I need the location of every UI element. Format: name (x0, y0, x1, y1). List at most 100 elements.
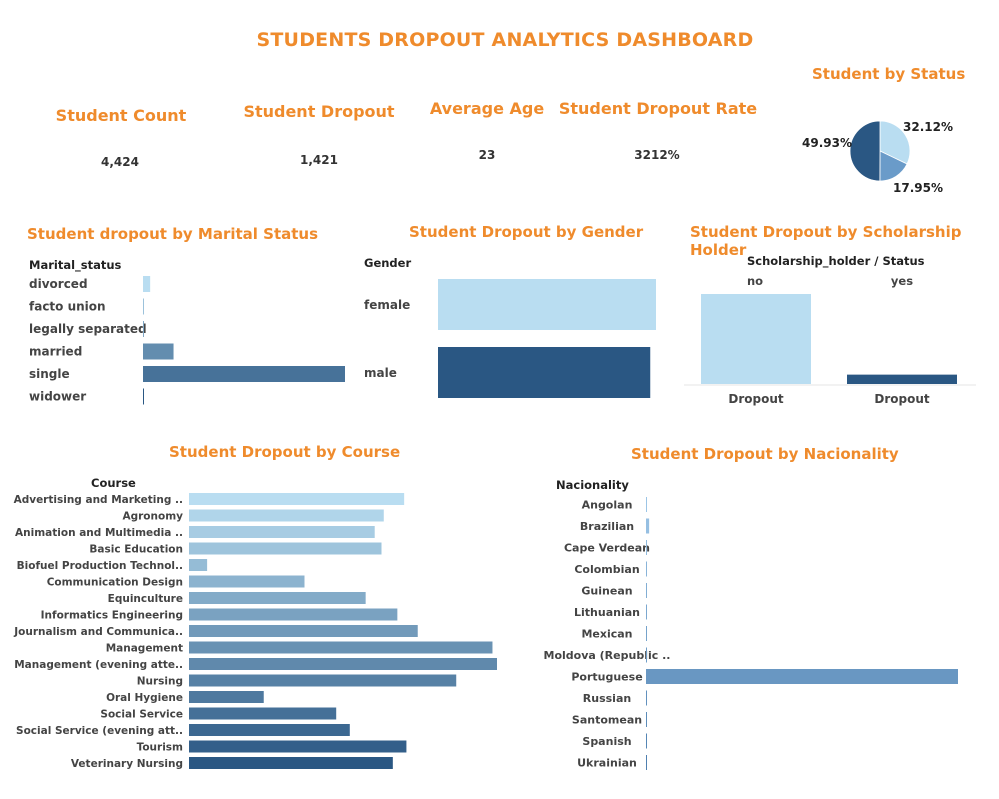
pie-slice-1[interactable] (879, 120, 911, 165)
course-label: Informatics Engineering (41, 610, 183, 622)
gender-label: female (364, 298, 410, 312)
course-axis-header: Course (91, 476, 136, 490)
pie-chart-title: Student by Status (812, 65, 966, 83)
gender-chart-title: Student Dropout by Gender (409, 223, 644, 241)
marital-axis-header: Marital_status (29, 258, 122, 272)
course-chart-title: Student Dropout by Course (169, 443, 401, 461)
course-bar[interactable] (189, 509, 384, 522)
course-label: Tourism (137, 742, 183, 754)
course-bar[interactable] (189, 740, 407, 753)
marital-label: single (29, 367, 70, 381)
scholarship-column-label: yes (891, 274, 913, 288)
course-bar-chart: Advertising and Marketing .. Agronomy Anim… (13, 493, 497, 770)
gender-bar-chart: female male (364, 279, 656, 398)
nationality-bar[interactable] (646, 540, 647, 555)
kpi-student-dropout-value: 1,421 (300, 153, 338, 167)
kpi-dropout-rate-value: 3212% (634, 148, 680, 162)
marital-bar[interactable] (143, 366, 345, 382)
nationality-label: Colombian (574, 563, 639, 576)
course-label: Advertising and Marketing .. (14, 494, 183, 506)
course-label: Oral Hygiene (106, 692, 183, 704)
nationality-bar[interactable] (646, 712, 647, 727)
course-bar[interactable] (189, 674, 457, 687)
course-label: Nursing (137, 676, 183, 688)
nationality-bar[interactable] (646, 669, 958, 684)
course-label: Management (evening atte.. (14, 659, 183, 671)
marital-bar[interactable] (143, 298, 144, 315)
scholarship-column-label: no (747, 274, 763, 288)
marital-bar[interactable] (143, 321, 144, 337)
scholarship-chart-title: Student Dropout by Scholarship Holder (690, 223, 962, 259)
nationality-bar[interactable] (646, 626, 647, 641)
course-label: Equinculture (108, 593, 183, 605)
course-bar[interactable] (189, 724, 350, 736)
course-bar[interactable] (189, 658, 497, 670)
dashboard-title: STUDENTS DROPOUT ANALYTICS DASHBOARD (256, 29, 754, 51)
course-bar[interactable] (189, 542, 382, 555)
nationality-bar[interactable] (646, 518, 650, 534)
course-label: Agronomy (122, 511, 183, 523)
marital-chart-title: Student dropout by Marital Status (27, 225, 319, 243)
nationality-bar[interactable] (646, 497, 647, 512)
marital-label: divorced (29, 277, 88, 291)
gender-bar[interactable] (438, 279, 656, 330)
course-label: Journalism and Communica.. (13, 626, 183, 638)
scholarship-bar[interactable] (701, 294, 811, 384)
nationality-axis-header: Nacionality (556, 478, 629, 492)
nationality-label: Brazilian (580, 520, 634, 533)
course-bar[interactable] (189, 592, 366, 604)
course-label: Social Service (100, 709, 183, 721)
nationality-bar[interactable] (646, 561, 647, 577)
status-pie-chart: 32.12% 17.95% 49.93% (802, 120, 953, 195)
marital-label: legally separated (29, 322, 147, 336)
kpi-average-age-label: Average Age (429, 99, 545, 118)
course-bar[interactable] (189, 757, 393, 769)
course-bar[interactable] (189, 526, 375, 538)
course-label: Biofuel Production Technol.. (17, 560, 183, 572)
kpi-student-dropout-label: Student Dropout (243, 102, 395, 121)
nationality-bar[interactable] (646, 733, 647, 749)
nationality-bar-chart: Angolan Brazilian Cape Verdean Colombian Gui… (544, 497, 958, 770)
nationality-bar[interactable] (646, 583, 647, 598)
nationality-bar[interactable] (646, 604, 647, 620)
scholarship-bar[interactable] (847, 374, 957, 384)
pie-slice-3[interactable] (849, 120, 881, 182)
marital-label: widower (29, 390, 86, 404)
marital-bar[interactable] (143, 343, 174, 360)
nationality-bar[interactable] (646, 690, 647, 706)
gender-label: male (364, 366, 397, 380)
course-bar[interactable] (189, 493, 405, 505)
marital-label: married (29, 345, 82, 359)
course-label: Management (106, 643, 183, 655)
nationality-bar[interactable] (646, 755, 647, 770)
nationality-label: Mexican (581, 628, 632, 641)
nationality-label: Guinean (581, 585, 632, 598)
nationality-label: Moldova (Republic .. (544, 649, 671, 662)
nationality-label: Portuguese (571, 671, 642, 684)
nationality-chart-title: Student Dropout by Nacionality (631, 445, 899, 463)
kpi-dropout-rate-label: Student Dropout Rate (558, 99, 758, 118)
marital-bar[interactable] (143, 276, 151, 292)
nationality-label: Cape Verdean (564, 542, 650, 555)
scholarship-column-header: Scholarship_holder / Status (747, 254, 925, 268)
nationality-label: Russian (583, 692, 631, 705)
course-bar[interactable] (189, 559, 208, 571)
course-bar[interactable] (189, 608, 398, 621)
course-bar[interactable] (189, 625, 418, 637)
nationality-label: Lithuanian (574, 606, 640, 619)
scholarship-bar-chart: no yes Dropout Dropout (684, 274, 976, 406)
marital-label: facto union (29, 300, 106, 314)
scholarship-category-label: Dropout (874, 392, 930, 406)
course-bar[interactable] (189, 707, 337, 720)
course-label: Basic Education (89, 544, 183, 556)
pie-label-2: 17.95% (893, 181, 943, 195)
course-bar[interactable] (189, 641, 493, 654)
marital-bar[interactable] (143, 388, 144, 405)
course-label: Animation and Multimedia .. (15, 527, 183, 539)
kpi-average-age-value: 23 (478, 148, 496, 162)
gender-bar[interactable] (438, 347, 651, 398)
nationality-bar[interactable] (646, 647, 647, 663)
nationality-label: Angolan (582, 499, 633, 512)
course-bar[interactable] (189, 691, 264, 703)
course-bar[interactable] (189, 575, 305, 588)
